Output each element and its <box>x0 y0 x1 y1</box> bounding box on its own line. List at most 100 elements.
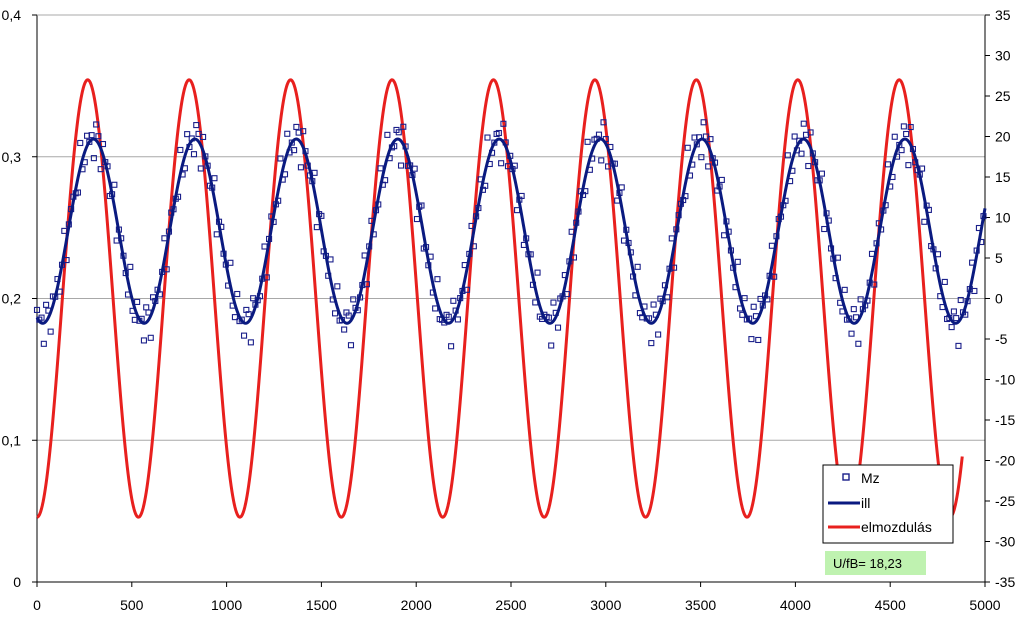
y-tick-label-0: 0 <box>13 574 21 590</box>
legend-label-mz: Mz <box>861 470 880 486</box>
y-tick-label-2: 0,2 <box>2 291 22 307</box>
mz-point <box>955 342 962 349</box>
mz-point <box>445 313 452 320</box>
x-tick-label-1: 500 <box>120 597 144 613</box>
y2-tick-label-13: -30 <box>995 534 1015 550</box>
x-tick-label-6: 3000 <box>590 597 621 613</box>
mz-point <box>345 312 352 319</box>
mz-point <box>650 301 657 308</box>
mz-point <box>800 120 807 127</box>
mz-point <box>550 299 557 306</box>
mz-point <box>618 184 625 191</box>
mz-point <box>127 263 134 270</box>
mz-point <box>261 243 268 250</box>
mz-point <box>99 140 107 148</box>
mz-point <box>147 334 154 341</box>
x-tick-label-2: 1000 <box>211 597 242 613</box>
mz-point <box>707 136 714 143</box>
mz-point <box>177 146 184 154</box>
mz-point <box>395 129 402 136</box>
annotation: U/fB= 18,23 <box>825 551 926 575</box>
mz-point <box>40 340 47 347</box>
series-elmozdulas <box>36 78 964 519</box>
mz-point <box>134 298 141 305</box>
y2-tick-label-6: 5 <box>995 250 1003 266</box>
mz-point <box>821 225 828 233</box>
mz-point <box>313 224 320 231</box>
mz-point <box>184 131 191 138</box>
mz-point <box>193 122 200 129</box>
mz-point <box>434 276 441 283</box>
mz-point <box>791 133 798 140</box>
x-tick-label-8: 4000 <box>780 597 811 613</box>
y2-tick-label-7: 0 <box>995 291 1003 307</box>
mz-point <box>903 130 910 138</box>
mz-point <box>848 330 855 337</box>
mz-point <box>898 147 905 154</box>
mz-point <box>498 160 505 167</box>
mz-point <box>413 215 421 223</box>
gridlines <box>37 14 985 441</box>
x-tick-label-5: 2500 <box>495 597 526 613</box>
y2-tick-label-1: 30 <box>995 48 1011 64</box>
mz-point <box>43 301 50 308</box>
mz-point <box>857 296 864 303</box>
mz-point <box>240 332 248 339</box>
mz-point <box>38 314 45 321</box>
x-tick-labels: 0 500 1000 1500 2000 2500 3000 3500 4000 4500 5000 <box>33 597 1001 613</box>
mz-point <box>277 155 284 162</box>
axes <box>32 14 990 587</box>
y2-tick-label-9: -10 <box>995 372 1015 388</box>
mz-point <box>163 266 170 273</box>
mz-point <box>341 326 348 333</box>
mz-point <box>771 273 778 280</box>
mz-point <box>245 311 252 318</box>
mz-point <box>432 305 439 312</box>
mz-point <box>850 306 857 313</box>
mz-point <box>331 310 339 317</box>
mz-point <box>634 263 641 270</box>
mz-point <box>957 296 964 304</box>
y-tick-label-1: 0,1 <box>2 432 22 448</box>
mz-point <box>363 281 370 288</box>
mz-point <box>77 139 84 147</box>
legend: Mz ill elmozdulás <box>822 464 954 544</box>
y2-tick-label-3: 20 <box>995 129 1011 145</box>
annotation-text: U/fB= 18,23 <box>833 556 902 571</box>
mz-point <box>140 337 147 344</box>
mz-point <box>698 154 705 161</box>
mz-point <box>500 120 507 127</box>
x-tick-label-0: 0 <box>33 597 41 613</box>
mz-point <box>554 324 562 331</box>
mz-point <box>534 269 541 276</box>
line-elmozdulas <box>36 78 964 519</box>
line-ill <box>35 137 987 325</box>
mz-point <box>718 176 725 183</box>
mz-point <box>495 129 502 137</box>
y2-tick-label-4: 15 <box>995 169 1011 185</box>
mz-point <box>231 314 238 321</box>
mz-point <box>297 164 304 171</box>
mz-point <box>884 161 891 168</box>
mz-point <box>818 170 825 177</box>
mz-point <box>700 119 707 126</box>
mz-point <box>514 207 521 214</box>
mz-point <box>948 324 955 331</box>
mz-point <box>807 129 814 136</box>
mz-point <box>384 131 391 138</box>
annotation-box <box>825 551 926 575</box>
mz-point <box>450 297 457 304</box>
mz-point <box>463 286 471 293</box>
mz-point <box>200 133 207 141</box>
mz-point <box>484 134 491 141</box>
mz-point <box>921 218 928 225</box>
mz-point <box>197 165 204 172</box>
mz-point <box>871 281 878 288</box>
mz-point <box>891 133 898 140</box>
mz-point <box>88 132 95 139</box>
mz-point <box>755 336 762 344</box>
mz-point <box>834 254 841 261</box>
mz-point <box>284 130 291 137</box>
mz-point <box>347 342 355 349</box>
